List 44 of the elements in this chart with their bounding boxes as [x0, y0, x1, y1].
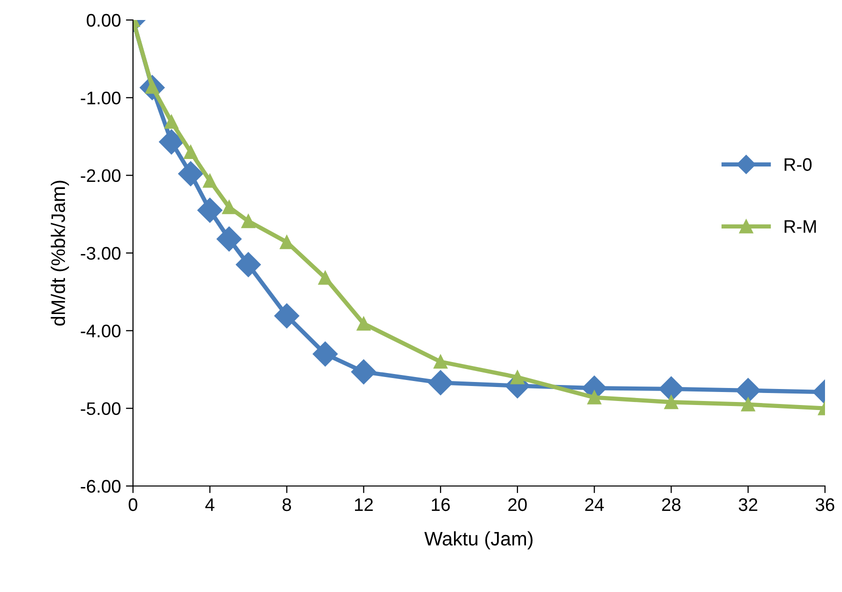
point: [274, 303, 300, 328]
legend-label: R-M: [784, 220, 816, 233]
point: [510, 370, 524, 384]
point: [312, 341, 338, 366]
point: [202, 174, 217, 188]
point: [587, 390, 602, 404]
x-tick-label: 32: [738, 498, 758, 512]
x-tick-label: 4: [205, 498, 214, 511]
point: [351, 359, 376, 384]
point: [318, 270, 332, 285]
y-tick-label: -6.00: [80, 480, 120, 493]
point: [164, 114, 178, 129]
x-tick-label: 36: [816, 498, 834, 512]
y-tick-label: -5.00: [80, 402, 120, 416]
point: [241, 214, 256, 228]
point: [664, 395, 678, 410]
point: [216, 226, 242, 252]
point: [222, 200, 236, 214]
y-axis-title: dM/dt (%bk/Jam): [50, 180, 69, 326]
x-tick-label: 24: [585, 498, 604, 511]
x-tick-label: 20: [508, 498, 527, 512]
point: [736, 378, 761, 403]
point: [178, 161, 204, 186]
y-tick-label: -3.00: [80, 246, 120, 260]
point: [236, 252, 261, 278]
point: [158, 129, 184, 154]
x-axis-title: Waktu (Jam): [424, 531, 533, 550]
point: [197, 198, 222, 223]
y-tick-label: -2.00: [80, 169, 120, 182]
legend-label: R-0: [784, 158, 812, 171]
y-tick-label: -4.00: [80, 324, 120, 338]
x-tick-label: 28: [662, 498, 680, 512]
point: [184, 145, 198, 159]
x-tick-label: 0: [128, 498, 138, 512]
y-tick-label: 0.00: [86, 14, 120, 27]
point: [434, 354, 448, 369]
x-tick-label: 16: [432, 498, 450, 512]
y-tick-label: -1.00: [80, 92, 120, 104]
point: [741, 398, 756, 412]
x-tick-label: 8: [282, 498, 292, 512]
point: [428, 370, 454, 396]
x-tick-label: 12: [355, 498, 373, 511]
point: [658, 376, 684, 402]
point: [356, 316, 371, 331]
